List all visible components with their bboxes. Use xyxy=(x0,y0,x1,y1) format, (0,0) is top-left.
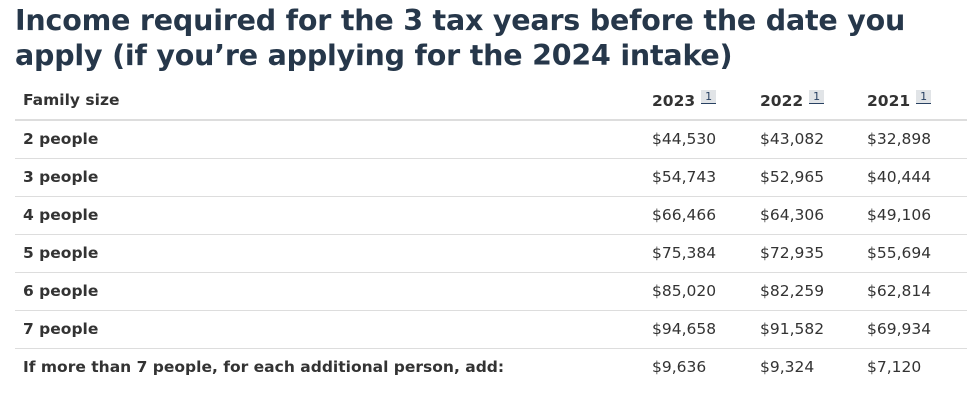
column-header-year-label: 2022 xyxy=(760,91,804,110)
column-header-year-label: 2021 xyxy=(867,91,911,110)
cell-2022: $91,582 xyxy=(752,310,859,349)
column-header-2022: 2022 1 xyxy=(752,80,859,121)
cell-2022: $52,965 xyxy=(752,158,859,197)
table-row: 2 people $44,530 $43,082 $32,898 xyxy=(15,120,967,159)
cell-2023: $9,636 xyxy=(652,358,707,377)
column-header-2021: 2021 1 xyxy=(859,80,967,121)
cell-2023: $85,020 xyxy=(644,272,752,311)
row-label: 3 people xyxy=(15,158,644,197)
cell-2022: $43,082 xyxy=(752,120,859,159)
table-header-row: Family size 2023 1 2022 1 2021 1 xyxy=(15,80,967,121)
table-row: 5 people $75,384 $72,935 $55,694 xyxy=(15,234,967,273)
page-title: Income required for the 3 tax years befo… xyxy=(15,4,906,72)
row-label: 7 people xyxy=(15,310,644,349)
row-label: 4 people xyxy=(15,196,644,235)
cell-2023: $75,384 xyxy=(644,234,752,273)
footnote-link[interactable]: 1 xyxy=(809,89,825,104)
income-table: Family size 2023 1 2022 1 2021 1 2 people $… xyxy=(15,80,967,386)
table-row: 6 people $85,020 $82,259 $62,814 xyxy=(15,272,967,311)
row-label: 2 people xyxy=(15,120,644,159)
cell-2022: $82,259 xyxy=(752,272,859,311)
cell-2021: $32,898 xyxy=(859,120,967,159)
table-row: 4 people $66,466 $64,306 $49,106 xyxy=(15,196,967,235)
row-label: If more than 7 people, for each addition… xyxy=(23,358,505,377)
cell-2023: $54,743 xyxy=(644,158,752,197)
column-header-2023: 2023 1 xyxy=(644,80,752,121)
cell-2023: $44,530 xyxy=(644,120,752,159)
row-label: 6 people xyxy=(15,272,644,311)
cell-2021: $62,814 xyxy=(859,272,967,311)
cell-2021: $69,934 xyxy=(859,310,967,349)
footnote-link[interactable]: 1 xyxy=(916,89,932,104)
column-header-family-size: Family size xyxy=(15,80,644,121)
cell-2022: $72,935 xyxy=(752,234,859,273)
table-row: 7 people $94,658 $91,582 $69,934 xyxy=(15,310,967,349)
table-row: 3 people $54,743 $52,965 $40,444 xyxy=(15,158,967,197)
column-header-year-label: 2023 xyxy=(652,91,696,110)
cell-2023: $66,466 xyxy=(644,196,752,235)
row-label: 5 people xyxy=(15,234,644,273)
cell-2021: $55,694 xyxy=(859,234,967,273)
cell-2023: $94,658 xyxy=(644,310,752,349)
cell-2022: $64,306 xyxy=(752,196,859,235)
cell-2021: $49,106 xyxy=(859,196,967,235)
footnote-link[interactable]: 1 xyxy=(701,89,717,104)
cell-2021: $40,444 xyxy=(859,158,967,197)
cell-2022: $9,324 xyxy=(760,358,815,377)
cell-2021: $7,120 xyxy=(867,358,922,377)
table-row: If more than 7 people, for each addition… xyxy=(15,348,967,386)
